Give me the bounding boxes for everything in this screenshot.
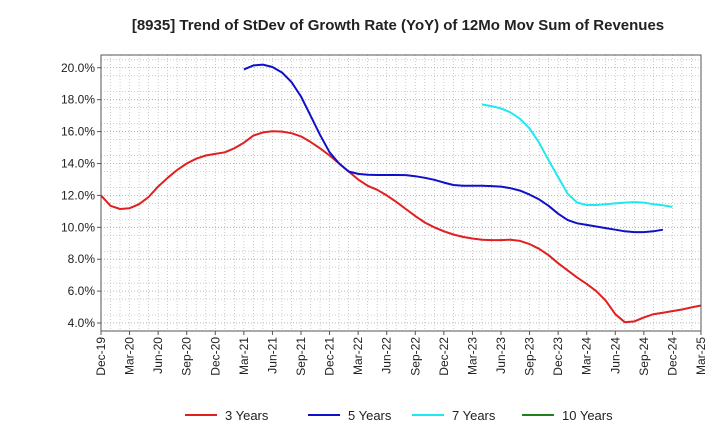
x-tick-label: Mar-24: [580, 337, 594, 375]
legend-label: 10 Years: [562, 408, 613, 423]
x-tick-label: Mar-21: [237, 337, 251, 375]
y-tick-label: 6.0%: [68, 284, 96, 298]
plot-area: [101, 55, 701, 331]
plot-background: [101, 55, 701, 331]
x-tick-label: Dec-23: [551, 337, 565, 376]
y-tick-label: 8.0%: [68, 252, 96, 266]
legend: 3 Years 5 Years 7 Years 10 Years: [185, 408, 613, 423]
y-tick-label: 12.0%: [61, 188, 95, 202]
series-line: [100, 130, 702, 324]
x-tick-label: Sep-24: [637, 337, 651, 376]
x-tick-label: Mar-20: [123, 337, 137, 375]
x-tick-label: Dec-19: [94, 337, 108, 376]
x-tick-label: Jun-23: [494, 337, 508, 374]
plot-frame: [100, 54, 702, 332]
x-tick-label: Dec-24: [665, 337, 679, 376]
chart-title: [8935] Trend of StDev of Growth Rate (Yo…: [132, 17, 664, 34]
plot-border: [100, 54, 702, 332]
x-tick-label: Sep-21: [294, 337, 308, 376]
x-axis: Dec-19 Mar-20 Jun-20 Sep-20 Dec-20 Mar-21 Jun-…: [94, 331, 708, 376]
x-tick-label: Dec-22: [437, 337, 451, 376]
series-line: [481, 103, 673, 208]
y-tick-label: 10.0%: [61, 220, 95, 234]
series-line: [243, 63, 664, 234]
y-tick-label: 20.0%: [61, 61, 95, 75]
x-tick-label: Jun-20: [151, 337, 165, 374]
x-tick-label: Sep-20: [180, 337, 194, 376]
x-tick-label: Sep-22: [408, 337, 422, 376]
legend-label: 3 Years: [225, 408, 269, 423]
x-tick-label: Dec-20: [208, 337, 222, 376]
y-tick-label: 14.0%: [61, 156, 95, 170]
x-tick-label: Mar-25: [694, 337, 708, 375]
legend-label: 5 Years: [348, 408, 392, 423]
y-tick-label: 18.0%: [61, 93, 95, 107]
x-tick-label: Jun-24: [608, 337, 622, 374]
x-tick-label: Mar-22: [351, 337, 365, 375]
x-tick-label: Jun-22: [380, 337, 394, 374]
legend-label: 7 Years: [452, 408, 496, 423]
x-tick-label: Dec-21: [323, 337, 337, 376]
grid-lines: [101, 55, 701, 331]
x-tick-label: Jun-21: [265, 337, 279, 374]
x-tick-label: Mar-23: [465, 337, 479, 375]
x-tick-label: Sep-23: [523, 337, 537, 376]
y-tick-label: 4.0%: [68, 316, 96, 330]
y-axis: 4.0% 6.0% 8.0% 10.0% 12.0% 14.0% 16.0% 18.0% 20.…: [61, 61, 101, 330]
series-lines: [100, 63, 702, 324]
y-tick-label: 16.0%: [61, 125, 95, 139]
